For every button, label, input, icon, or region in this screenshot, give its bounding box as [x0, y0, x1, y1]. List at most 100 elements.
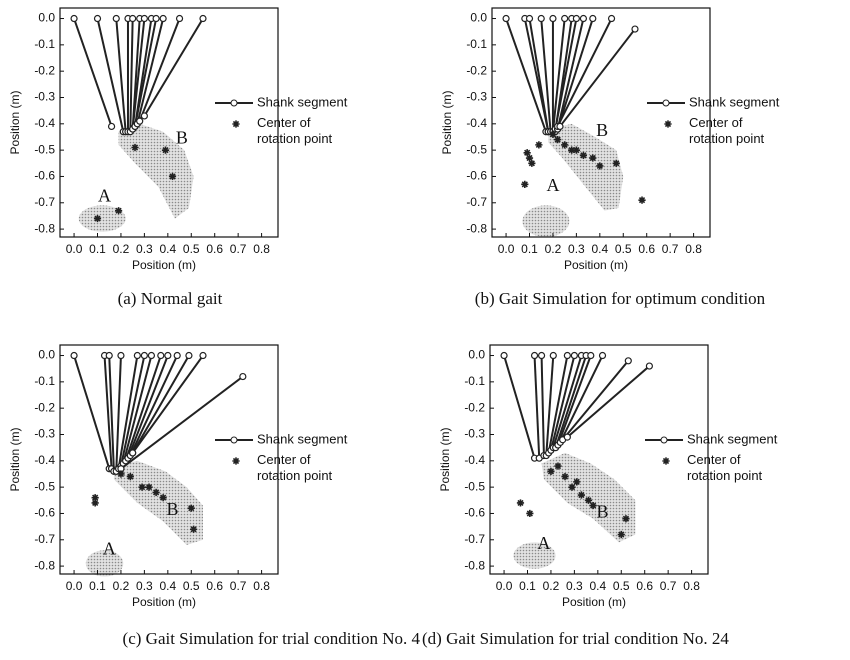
x-tick-label: 0.1: [519, 579, 536, 593]
x-tick-label: 0.3: [136, 242, 153, 256]
legend-entry: Center of rotation point: [687, 452, 762, 483]
shank-segment: [115, 18, 127, 132]
region-label: B: [167, 499, 179, 519]
x-tick-label: 0.4: [589, 579, 606, 593]
plot-frame: [59, 344, 279, 575]
x-tick-label: 0.7: [230, 242, 247, 256]
segment-end: [537, 351, 546, 360]
rotation-point: [91, 494, 99, 502]
plot-frame: [489, 344, 709, 575]
y-tick-label: -0.1: [34, 374, 55, 388]
rotation-point: [138, 483, 146, 491]
shank-segment: [552, 355, 583, 448]
legend-label: Shank segment: [257, 431, 348, 446]
segment-end: [607, 14, 616, 23]
rotation-point: [549, 130, 557, 138]
shank-segment: [73, 18, 113, 127]
x-tick-label: 0.6: [636, 579, 653, 593]
shank-segment: [96, 18, 125, 132]
shank-segment: [505, 18, 547, 133]
y-tick-label: -0.4: [466, 116, 487, 130]
segment-end: [561, 14, 569, 23]
y-tick-label: -0.1: [464, 374, 485, 388]
y-axis-label: Position (m): [438, 427, 452, 491]
legend-marker: [232, 120, 240, 128]
x-tick-label: 0.5: [615, 242, 632, 256]
segment-end: [93, 14, 102, 23]
shank-segment: [554, 18, 578, 130]
shank-segment: [131, 18, 146, 130]
x-tick-label: 0.1: [521, 242, 538, 256]
legend-marker: [230, 436, 238, 444]
rotation-point: [117, 470, 125, 478]
rotation-point: [577, 491, 586, 499]
segment-end: [70, 14, 78, 23]
rotation-point: [596, 162, 604, 170]
x-tick-label: 0.8: [253, 579, 270, 593]
x-tick-label: 0.4: [591, 242, 608, 256]
region-label: A: [537, 533, 550, 553]
rotation-point: [568, 146, 576, 154]
y-tick-label: -0.4: [34, 116, 55, 130]
shank-segment: [129, 18, 134, 132]
segment-end: [563, 433, 571, 441]
shank-segment: [540, 18, 552, 132]
segment-end: [537, 14, 545, 23]
segment-end: [199, 351, 207, 360]
segment-end: [107, 122, 116, 131]
caption: (a) Normal gait: [118, 289, 223, 308]
x-axis-label: Position (m): [564, 258, 628, 272]
shank-segment: [556, 18, 594, 130]
y-tick-label: -0.4: [464, 453, 485, 467]
segment-end: [159, 14, 167, 23]
plot-frame: [491, 7, 711, 238]
shank-segment: [131, 355, 190, 454]
x-tick-label: 0.2: [113, 242, 130, 256]
y-tick-label: -0.6: [466, 169, 487, 183]
region-label: A: [98, 186, 111, 206]
shank-segment: [73, 355, 111, 470]
x-tick-label: 0.1: [89, 242, 106, 256]
shank-segment: [138, 18, 181, 122]
segment-end: [239, 372, 247, 381]
rotation-point: [152, 488, 160, 497]
x-tick-label: 0.4: [159, 579, 176, 593]
x-axis-label: Position (m): [132, 258, 196, 272]
segment-end: [502, 14, 510, 23]
y-tick-label: 0.0: [468, 348, 485, 362]
x-tick-label: 0.2: [543, 579, 560, 593]
shank-segment: [547, 355, 569, 454]
segment-end: [164, 351, 172, 360]
shank-segment: [108, 355, 115, 472]
legend-label: Shank segment: [687, 431, 778, 446]
shank-segment: [120, 375, 244, 470]
segment-end: [185, 351, 193, 360]
region-label: A: [546, 175, 559, 195]
legend-label: Center of rotation point: [257, 452, 333, 483]
segment-end: [525, 14, 534, 23]
y-tick-label: -0.8: [34, 558, 55, 572]
x-tick-label: 0.0: [498, 242, 515, 256]
rotation-point: [554, 462, 562, 470]
rotation-point: [554, 136, 562, 144]
rotation-point: [126, 473, 134, 481]
legend-marker: [662, 99, 670, 107]
rotation-point: [589, 154, 597, 162]
caption: (d) Gait Simulation for trial condition …: [422, 629, 729, 648]
rotation-point: [568, 483, 576, 491]
rotation-point: [523, 149, 531, 157]
shank-segment: [559, 28, 636, 128]
segment-end: [624, 357, 632, 365]
segment-end: [589, 14, 597, 23]
rotation-point: [579, 151, 588, 160]
caption: (c) Gait Simulation for trial condition …: [123, 629, 421, 648]
shank-segment: [540, 355, 545, 456]
y-tick-label: -0.3: [34, 90, 55, 104]
region-label: B: [597, 502, 609, 522]
segment-end: [500, 351, 508, 360]
segment-end: [579, 14, 588, 23]
shank-segment: [551, 18, 566, 132]
y-tick-label: -0.7: [34, 195, 55, 209]
y-tick-label: 0.0: [470, 11, 487, 25]
